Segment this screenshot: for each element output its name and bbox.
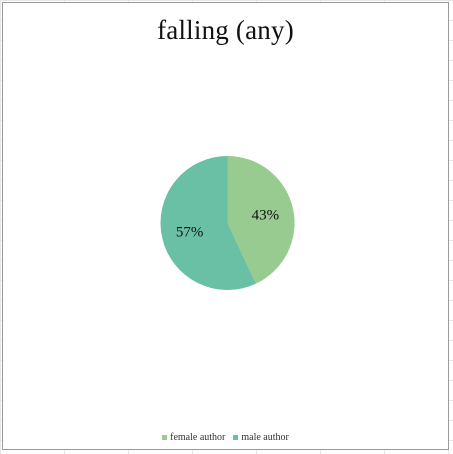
legend-label-male-author: male author [241, 432, 289, 443]
legend-swatch-male-author [233, 435, 239, 440]
chart-area[interactable]: falling (any) 43% 57% female author male … [2, 2, 449, 450]
legend: female author male author [3, 432, 448, 443]
data-label-male-author: 57% [176, 224, 204, 240]
legend-swatch-female-author [162, 435, 168, 440]
chart-title: falling (any) [157, 15, 294, 45]
pie-slice-male-author[interactable] [160, 156, 257, 290]
pie-plot-area: 43% 57% [160, 156, 295, 290]
pie-slice-female-author[interactable] [227, 156, 295, 284]
legend-item-female-author: female author [162, 432, 225, 443]
legend-item-male-author: male author [233, 432, 289, 443]
data-label-female-author: 43% [252, 208, 280, 224]
legend-label-female-author: female author [170, 432, 226, 443]
